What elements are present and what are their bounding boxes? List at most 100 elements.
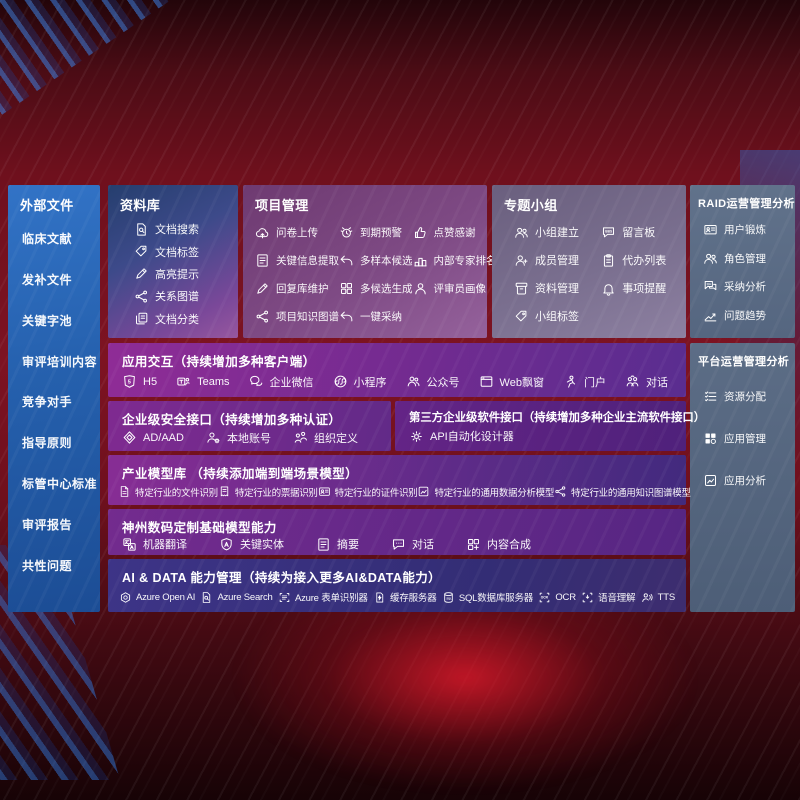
item-checklist: 资源分配	[703, 389, 793, 404]
item-label: 应用分析	[724, 475, 766, 487]
item-label: 发补文件	[22, 272, 73, 287]
band-title-foundation: 神州数码定制基础模型能力	[122, 521, 277, 535]
item-miniprogram: 小程序	[333, 374, 387, 390]
grid-plus-icon	[466, 537, 481, 552]
item-shield-a: 关键实体	[219, 536, 284, 552]
item-receipt: 特定行业的票据识别	[218, 485, 318, 499]
panel-topic-group: 专题小组 小组建立 BBS 留言板 成员管理 代办列表 资料管理 事项提醒 小组标签	[492, 185, 686, 338]
item-pen: 高亮提示	[134, 266, 234, 282]
item-clipboard: 代办列表	[601, 252, 682, 268]
panel-repository: 资料库 文档搜索 文档标签 高亮提示 关系图谱 文档分类	[108, 185, 238, 338]
item-grid4: 多候选生成	[339, 281, 413, 296]
item-label: 角色管理	[724, 252, 766, 265]
pen-icon	[134, 266, 149, 281]
item-label: 特定行业的通用数据分析模型	[434, 487, 555, 499]
item-id-card: 特定行业的证件识别	[318, 485, 418, 499]
repository-list: 文档搜索 文档标签 高亮提示 关系图谱 文档分类	[108, 216, 238, 338]
panel-external-files: 外部文件 临床文献 发补文件 关键字池 审评培训内容 竞争对手 指导原则 标管中心标准 审评报…	[8, 185, 100, 612]
thirdparty-list: API自动化设计器	[395, 425, 686, 451]
podium-icon	[413, 253, 428, 268]
band-foundation-models: 神州数码定制基础模型能力 机器翻译 关键实体 摘要 对话 内容合成	[108, 509, 686, 555]
band-aidata-management: AI & DATA 能力管理（持续为接入更多AI&DATA能力） Azure O…	[108, 559, 686, 612]
item-cache: 缓存服务器	[373, 590, 437, 604]
image-chart-icon	[417, 485, 430, 498]
security-list: AD/AAD 本地账号 组织定义	[108, 428, 391, 451]
item-image-chart: 特定行业的通用数据分析模型	[417, 485, 554, 499]
network-icon	[554, 485, 567, 498]
bell-icon	[601, 281, 616, 296]
person-icon	[413, 281, 428, 296]
item-label: 多样本候选	[360, 254, 413, 267]
blue-streak-top-left	[0, 0, 230, 150]
list-item: 关键字池	[22, 312, 92, 329]
network-icon	[134, 289, 149, 304]
item-label: 公众号	[426, 376, 460, 389]
id-card-icon	[703, 222, 718, 237]
org-people-icon	[293, 430, 308, 445]
panel-title-external-files: 外部文件	[20, 198, 74, 213]
item-label: 高亮提示	[155, 268, 199, 281]
item-label: 问卷上传	[276, 226, 318, 239]
item-label: Web飘窗	[499, 376, 544, 389]
tag-icon	[514, 309, 529, 324]
item-label: 关键信息提取	[276, 254, 339, 267]
item-id-card: 用户锻炼	[703, 222, 793, 237]
item-reply-arrow: 多样本候选	[339, 253, 413, 268]
item-alarm: 到期预警	[339, 225, 413, 240]
pen-icon	[255, 281, 270, 296]
shield-a-icon	[219, 537, 234, 552]
item-label: 关键实体	[240, 539, 284, 551]
band-title-industry: 产业模型库 （持续添加端到端场景模型）	[122, 467, 359, 481]
band-thirdparty-interface: 第三方企业级软件接口（持续增加多种企业主流软件接口） API自动化设计器	[395, 401, 706, 451]
item-doc: 特定行业的文件识别	[118, 485, 218, 499]
item-tag: 小组标签	[514, 308, 601, 324]
item-form-scan: Azure 表单识别器	[278, 590, 368, 604]
item-openai: Azure Open AI	[119, 591, 195, 604]
item-label: 机器翻译	[143, 539, 187, 551]
people-icon	[703, 251, 718, 266]
item-wechat: 企业微信	[249, 374, 314, 390]
item-label: 本地账号	[226, 432, 271, 445]
item-label: API自动化设计器	[430, 431, 514, 443]
item-label: 审评培训内容	[22, 354, 98, 369]
item-label: AD/AAD	[143, 431, 184, 444]
item-label: 小组建立	[535, 227, 579, 239]
database-icon: SQL	[442, 591, 455, 604]
chat-dots-icon	[391, 537, 406, 552]
translate-icon	[122, 537, 137, 552]
item-person-gear: 本地账号	[206, 430, 271, 446]
svg-text:QA: QA	[707, 283, 711, 287]
svg-text:SQL: SQL	[446, 596, 452, 600]
list-item: 指导原则	[22, 434, 92, 451]
platform-list: 资源分配 应用管理 应用分析	[690, 371, 795, 488]
item-chat-qa: QA 采纳分析	[703, 279, 793, 294]
thumbs-up-icon	[413, 225, 428, 240]
item-image-chart: 应用分析	[703, 473, 793, 488]
item-label: 事项提醒	[622, 283, 667, 295]
item-label: 一键采纳	[360, 310, 402, 323]
svg-text:5: 5	[128, 379, 131, 385]
list-item: 标管中心标准	[22, 475, 97, 492]
item-doc-lines: 关键信息提取	[255, 253, 339, 268]
miniprogram-icon	[333, 374, 348, 389]
item-person-add: 成员管理	[514, 252, 601, 268]
item-bell: 事项提醒	[601, 280, 682, 296]
list-item: 审评报告	[22, 516, 92, 533]
item-label: 临床文献	[22, 231, 73, 246]
item-label: Azure Open AI	[136, 591, 196, 603]
doc-lines-icon	[255, 253, 270, 268]
item-label: 组织定义	[313, 432, 358, 445]
band-title-thirdparty: 第三方企业级软件接口（持续增加多种企业主流软件接口）	[409, 412, 706, 424]
item-label: 特定行业的证件识别	[334, 487, 418, 499]
gear-icon	[409, 429, 424, 444]
item-h5: 5 H5	[122, 374, 157, 389]
item-label: 采纳分析	[724, 281, 766, 294]
item-label: 内容合成	[487, 539, 531, 551]
item-reply-arrow: 一键采纳	[339, 309, 413, 324]
list-item: 审评培训内容	[22, 353, 97, 370]
item-label: 文档标签	[155, 246, 199, 259]
item-label: Teams	[197, 375, 230, 388]
item-label: 小程序	[353, 376, 387, 389]
